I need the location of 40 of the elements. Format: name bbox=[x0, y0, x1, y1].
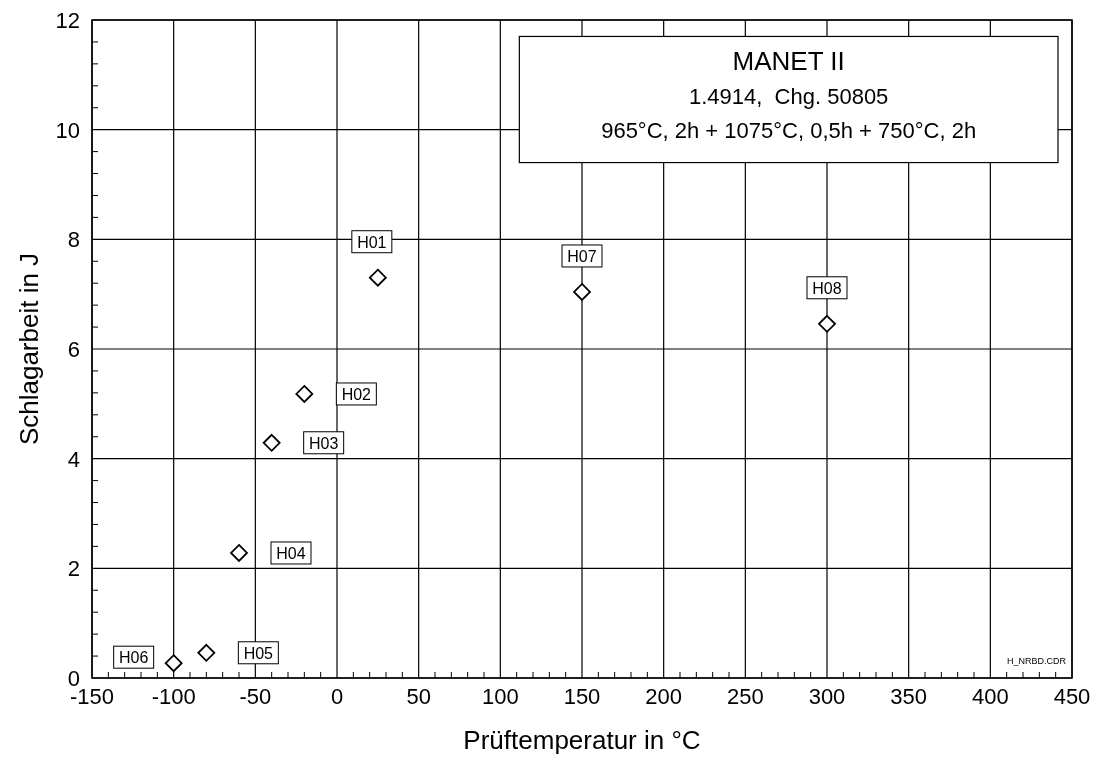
point bbox=[164, 654, 183, 673]
x-axis-title: Prüftemperatur in °C bbox=[463, 725, 701, 755]
y-axis-title: Schlagarbeit in J bbox=[14, 252, 44, 446]
point bbox=[818, 314, 836, 333]
x-tick-label: -50 bbox=[239, 684, 272, 709]
y-tick-label: 12 bbox=[55, 8, 80, 33]
text: MANET II bbox=[732, 46, 845, 77]
annotation: H01 bbox=[357, 233, 387, 251]
annotation: H08 bbox=[812, 279, 842, 297]
annotation: H05 bbox=[243, 644, 274, 662]
x-tick-label: 50 bbox=[406, 684, 431, 709]
y-tick-label: 4 bbox=[67, 446, 80, 472]
point bbox=[197, 643, 216, 662]
y-tick-label: 8 bbox=[67, 227, 80, 253]
x-tick-label: 400 bbox=[971, 684, 1009, 709]
x-tick-label: 450 bbox=[1053, 684, 1091, 709]
x-tick-label: 100 bbox=[481, 684, 519, 709]
annotation: H03 bbox=[308, 434, 339, 452]
x-tick-label: 300 bbox=[808, 684, 846, 709]
point bbox=[295, 385, 314, 403]
y-tick-label: 6 bbox=[67, 337, 80, 362]
point bbox=[368, 268, 387, 287]
y-tick-label: 10 bbox=[55, 117, 80, 143]
point bbox=[262, 433, 281, 452]
point bbox=[230, 544, 248, 562]
x-tick-label: -100 bbox=[151, 684, 196, 709]
x-tick-label: 250 bbox=[726, 684, 764, 709]
x-tick-label: 350 bbox=[890, 684, 928, 709]
annotation: H_NRBD.CDR bbox=[1006, 656, 1067, 666]
x-tick-label: 200 bbox=[645, 684, 683, 709]
annotation: H04 bbox=[276, 544, 306, 562]
y-tick-label: 0 bbox=[67, 666, 80, 691]
x-tick-label: 0 bbox=[330, 684, 344, 709]
text: 1.4914, Chg. 50805 965°C, 2h + 1075°C, 0,5h + 750°C, 2h bbox=[601, 84, 977, 144]
annotation: H02 bbox=[341, 385, 372, 403]
x-tick-label: 150 bbox=[563, 684, 601, 709]
annotation: H07 bbox=[567, 247, 597, 265]
annotation: H06 bbox=[118, 649, 149, 667]
y-tick-label: 2 bbox=[67, 556, 80, 582]
point bbox=[573, 283, 591, 301]
